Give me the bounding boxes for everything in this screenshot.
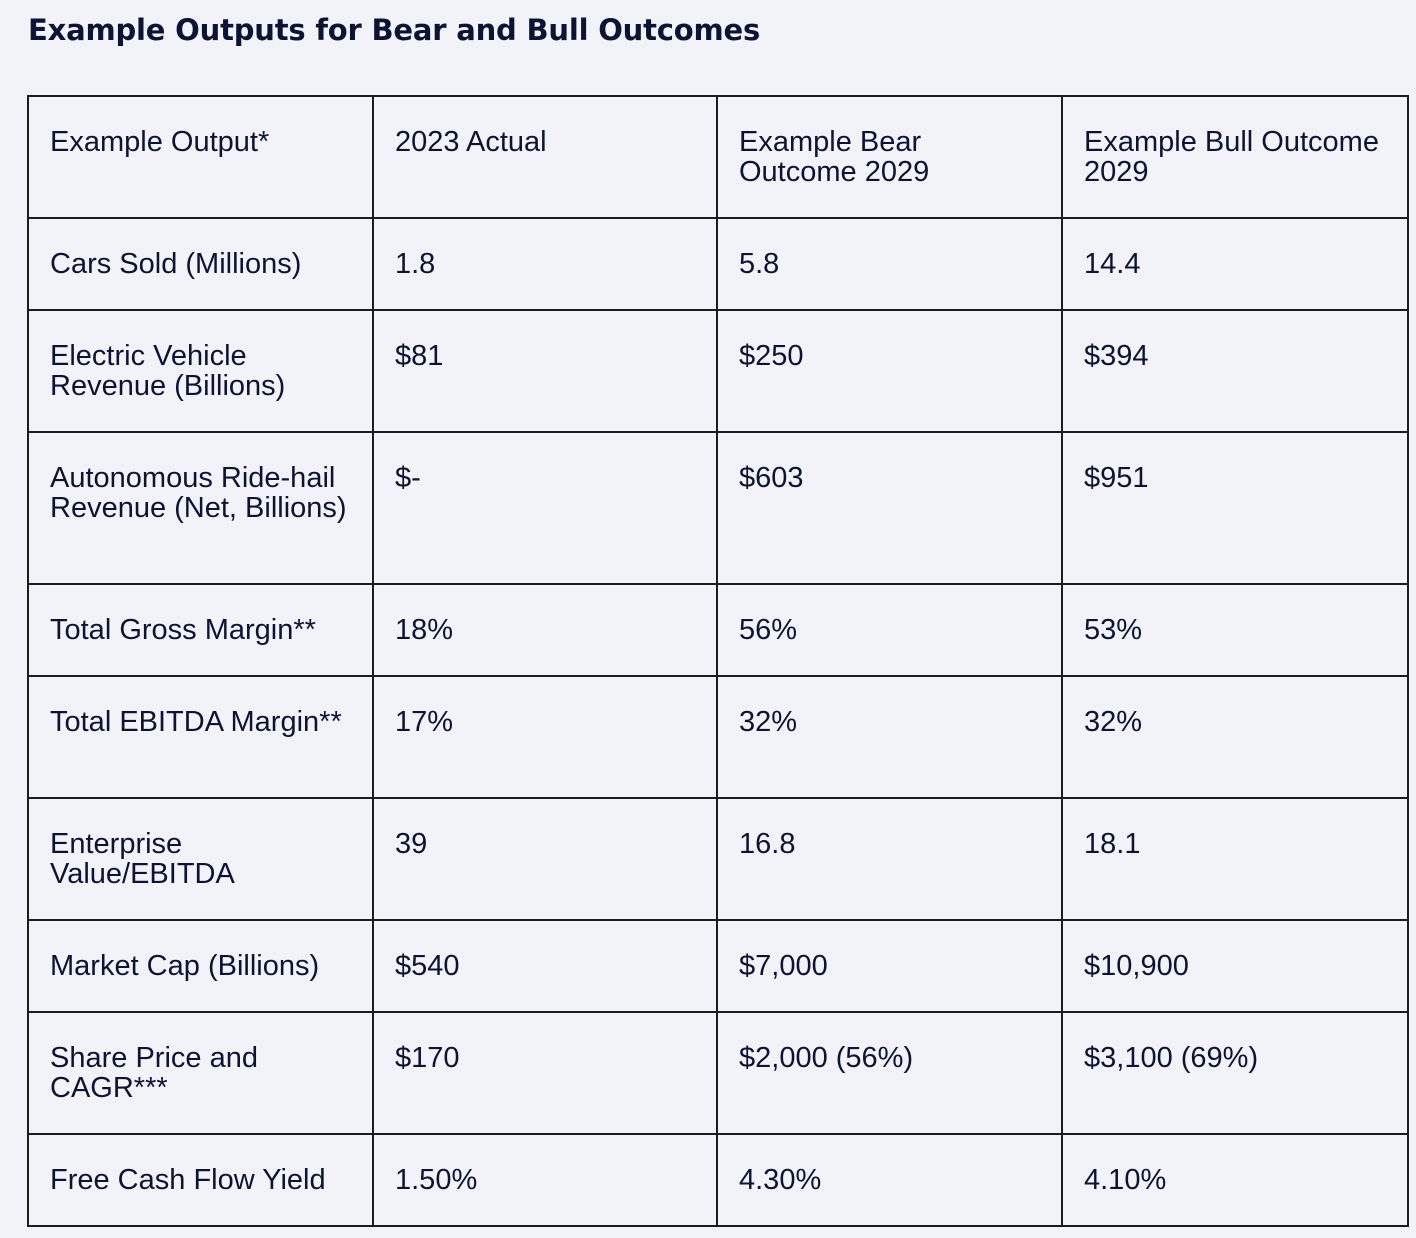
row-label: Free Cash Flow Yield bbox=[27, 1133, 374, 1227]
row-label: Cars Sold (Millions) bbox=[27, 217, 374, 311]
table-row: Free Cash Flow Yield 1.50% 4.30% 4.10% bbox=[27, 1133, 1409, 1227]
row-label: Share Price and CAGR*** bbox=[27, 1011, 374, 1135]
cell-bull: $394 bbox=[1061, 309, 1409, 433]
row-label: Electric Vehicle Revenue (Billions) bbox=[27, 309, 374, 433]
cell-bull: 4.10% bbox=[1061, 1133, 1409, 1227]
cell-bear: $2,000 (56%) bbox=[716, 1011, 1063, 1135]
cell-actual: $81 bbox=[372, 309, 718, 433]
cell-bear: 56% bbox=[716, 583, 1063, 677]
cell-actual: $170 bbox=[372, 1011, 718, 1135]
cell-bear: $7,000 bbox=[716, 919, 1063, 1013]
cell-actual: 39 bbox=[372, 797, 718, 921]
row-label: Total EBITDA Margin** bbox=[27, 675, 374, 799]
table-header-row: Example Output* 2023 Actual Example Bear… bbox=[27, 95, 1409, 219]
cell-bull: $3,100 (69%) bbox=[1061, 1011, 1409, 1135]
outcomes-table: Example Output* 2023 Actual Example Bear… bbox=[27, 95, 1409, 1227]
cell-bull: 18.1 bbox=[1061, 797, 1409, 921]
table-row: Total EBITDA Margin** 17% 32% 32% bbox=[27, 675, 1409, 799]
cell-bear: $250 bbox=[716, 309, 1063, 433]
row-label: Market Cap (Billions) bbox=[27, 919, 374, 1013]
table-row: Autonomous Ride-hail Revenue (Net, Billi… bbox=[27, 431, 1409, 585]
table-row: Electric Vehicle Revenue (Billions) $81 … bbox=[27, 309, 1409, 433]
header-bear-outcome: Example Bear Outcome 2029 bbox=[716, 95, 1063, 219]
cell-bull: 14.4 bbox=[1061, 217, 1409, 311]
cell-actual: 17% bbox=[372, 675, 718, 799]
cell-bear: 4.30% bbox=[716, 1133, 1063, 1227]
cell-actual: $540 bbox=[372, 919, 718, 1013]
header-example-output: Example Output* bbox=[27, 95, 374, 219]
header-bull-outcome: Example Bull Outcome 2029 bbox=[1061, 95, 1409, 219]
cell-bull: 32% bbox=[1061, 675, 1409, 799]
table-row: Cars Sold (Millions) 1.8 5.8 14.4 bbox=[27, 217, 1409, 311]
cell-bear: 32% bbox=[716, 675, 1063, 799]
cell-bear: $603 bbox=[716, 431, 1063, 585]
row-label: Total Gross Margin** bbox=[27, 583, 374, 677]
table-row: Total Gross Margin** 18% 56% 53% bbox=[27, 583, 1409, 677]
cell-actual: 18% bbox=[372, 583, 718, 677]
cell-bull: $10,900 bbox=[1061, 919, 1409, 1013]
row-label: Autonomous Ride-hail Revenue (Net, Billi… bbox=[27, 431, 374, 585]
cell-actual: $- bbox=[372, 431, 718, 585]
table-row: Share Price and CAGR*** $170 $2,000 (56%… bbox=[27, 1011, 1409, 1135]
page-title: Example Outputs for Bear and Bull Outcom… bbox=[28, 13, 761, 47]
cell-bull: 53% bbox=[1061, 583, 1409, 677]
cell-bull: $951 bbox=[1061, 431, 1409, 585]
cell-actual: 1.50% bbox=[372, 1133, 718, 1227]
table-row: Market Cap (Billions) $540 $7,000 $10,90… bbox=[27, 919, 1409, 1013]
cell-actual: 1.8 bbox=[372, 217, 718, 311]
cell-bear: 16.8 bbox=[716, 797, 1063, 921]
row-label: Enterprise Value/EBITDA bbox=[27, 797, 374, 921]
cell-bear: 5.8 bbox=[716, 217, 1063, 311]
table-row: Enterprise Value/EBITDA 39 16.8 18.1 bbox=[27, 797, 1409, 921]
header-2023-actual: 2023 Actual bbox=[372, 95, 718, 219]
